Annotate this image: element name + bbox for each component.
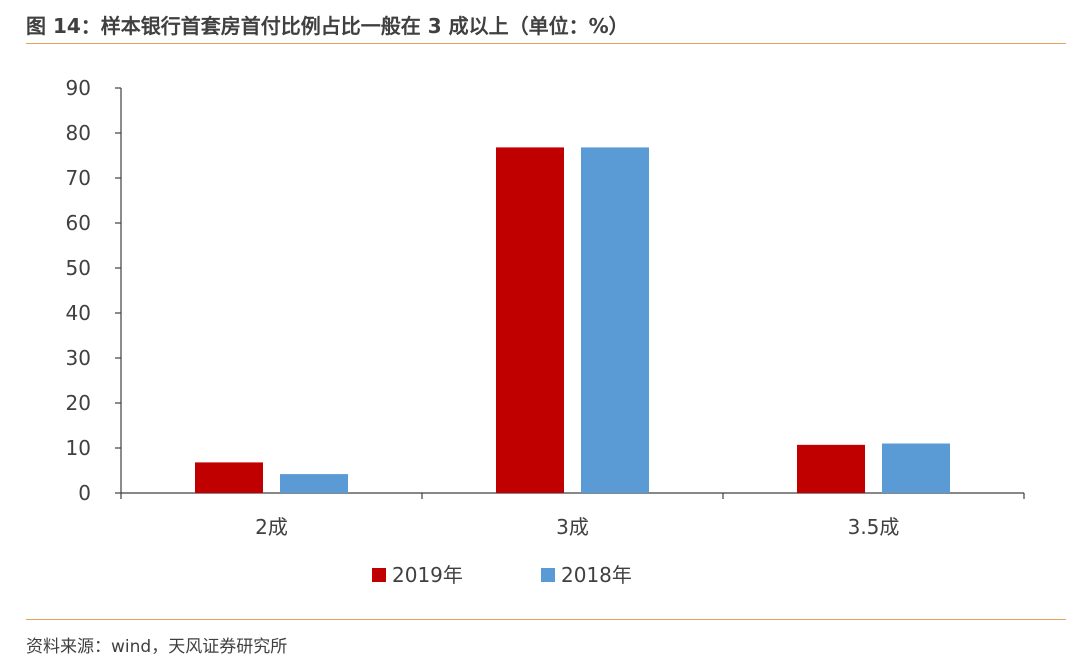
y-tick-label: 60 — [66, 211, 91, 235]
y-tick-label: 70 — [66, 166, 91, 190]
source-note: 资料来源：wind，天风证券研究所 — [26, 637, 288, 657]
y-tick-label: 20 — [66, 391, 91, 415]
bar-series-2018-1 — [581, 147, 649, 493]
y-tick-label: 40 — [66, 301, 91, 325]
y-tick-label: 30 — [66, 346, 91, 370]
x-category-label: 3成 — [556, 515, 589, 539]
legend-label-0: 2019年 — [392, 563, 463, 587]
y-tick-label: 0 — [78, 481, 91, 505]
y-tick-label: 80 — [66, 121, 91, 145]
bar-series-2019-0 — [195, 462, 263, 493]
x-axis: 2成 3成 3.5成 — [120, 492, 1025, 539]
x-category-label: 3.5成 — [848, 515, 900, 539]
legend-swatch-0 — [372, 568, 386, 582]
title-divider — [26, 43, 1066, 44]
legend-label-1: 2018年 — [561, 563, 632, 587]
bar-series-2019-1 — [496, 147, 564, 493]
y-tick-label: 50 — [66, 256, 91, 280]
y-tick-label: 10 — [66, 436, 91, 460]
bar-series-2019-2 — [797, 444, 865, 493]
bar-series-2018-0 — [280, 474, 348, 493]
legend-swatch-1 — [541, 568, 555, 582]
y-axis: 0 10 20 30 40 50 60 70 80 90 — [66, 76, 122, 505]
bar-series-2018-2 — [882, 443, 950, 493]
bars — [195, 147, 950, 493]
chart-title: 图 14：样本银行首套房首付比例占比一般在 3 成以上（单位：%） — [26, 14, 629, 38]
y-tick-label: 90 — [66, 76, 91, 100]
footer-divider — [26, 619, 1066, 620]
legend: 2019年 2018年 — [372, 563, 632, 587]
bar-chart: 0 10 20 30 40 50 60 70 80 90 2成 3成 3.5成 2019年 2018年 — [66, 76, 1025, 587]
x-category-label: 2成 — [255, 515, 288, 539]
